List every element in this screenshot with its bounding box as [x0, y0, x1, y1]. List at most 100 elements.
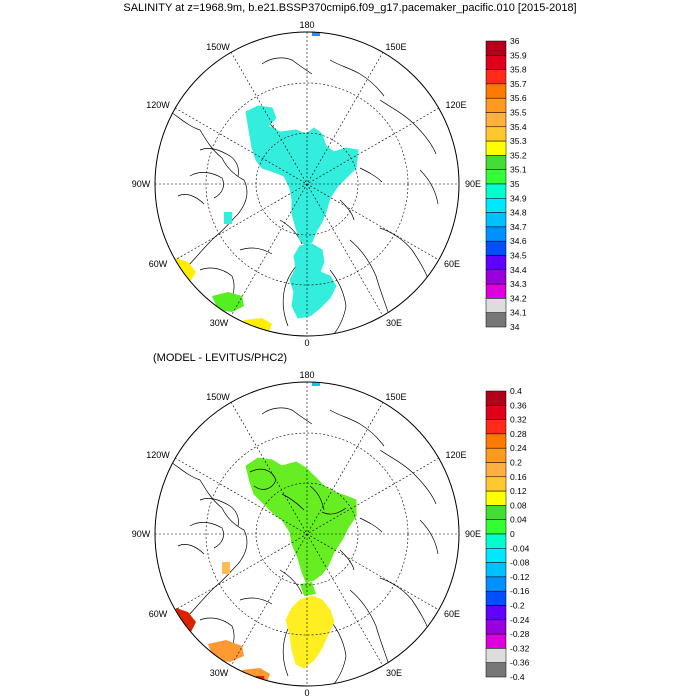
difference-colorbar-swatch	[485, 533, 507, 549]
difference-colorbar-tick-label: -0.32	[510, 643, 530, 653]
salinity-colorbar-swatch	[485, 240, 507, 256]
salinity-colorbar-tick-label: 35.5	[510, 108, 527, 118]
difference-colorbar-swatch	[485, 390, 507, 406]
difference-colorbar-tick-label: 0.32	[510, 415, 527, 425]
graticule	[155, 382, 459, 686]
lon-label-60w: 60W	[149, 259, 168, 269]
difference-colorbar-tick-label: -0.12	[510, 572, 530, 582]
small-orange-patch	[222, 562, 230, 574]
salinity-colorbar-tick-label: 34.3	[510, 279, 527, 289]
difference-colorbar-swatch	[485, 605, 507, 621]
difference-colorbar-swatch	[485, 590, 507, 606]
difference-colorbar-tick-label: 0.2	[510, 458, 522, 468]
difference-colorbar-swatch	[485, 619, 507, 635]
difference-colorbar-swatch	[485, 447, 507, 463]
salinity-colorbar-swatch	[485, 255, 507, 271]
difference-colorbar-tick-label: 0.28	[510, 429, 527, 439]
difference-colorbar-tick-label: -0.04	[510, 543, 530, 553]
difference-colorbar-swatch	[485, 562, 507, 578]
difference-colorbar-swatch	[485, 462, 507, 478]
salinity-colorbar-swatch	[485, 269, 507, 285]
graticule	[155, 32, 459, 336]
lon-label-120w: 120W	[146, 100, 170, 110]
salinity-colorbar-tick-label: 35.2	[510, 150, 527, 160]
salinity-colorbar-swatch	[485, 212, 507, 228]
salinity-colorbar-tick-label: 35.3	[510, 136, 527, 146]
difference-colorbar-swatch	[485, 405, 507, 420]
lon-label-120e: 120E	[445, 100, 466, 110]
difference-colorbar: 0.4 0.36 0.32 0.28 0.24 0.2 0.16 0.12 0.08 0.04 0 -…	[485, 386, 530, 682]
lon-label-180: 180	[299, 20, 314, 30]
salinity-colorbar-tick-label: 34.7	[510, 222, 527, 232]
salinity-colorbar-swatch	[485, 40, 507, 56]
salinity-colorbar-tick-label: 36	[510, 36, 520, 46]
salinity-colorbar-tick-label: 34.4	[510, 265, 527, 275]
difference-colorbar-tick-label: 0.16	[510, 472, 527, 482]
difference-colorbar-swatch	[485, 519, 507, 535]
salinity-colorbar-tick-label: 35.4	[510, 122, 527, 132]
salinity-colorbar-swatch	[485, 283, 507, 299]
difference-colorbar-tick-label: -0.36	[510, 658, 530, 668]
lon-label-0: 0	[304, 338, 309, 348]
salinity-colorbar-tick-label: 34.2	[510, 293, 527, 303]
difference-colorbar-swatch	[485, 419, 507, 435]
lon-label-60e: 60E	[444, 609, 460, 619]
yellow-patch-south	[242, 318, 272, 336]
salinity-colorbar-swatch	[485, 312, 507, 328]
coastlines	[167, 407, 439, 685]
salinity-colorbar-tick-label: 34.1	[510, 308, 527, 318]
lon-label-90w: 90W	[132, 179, 151, 189]
difference-colorbar-tick-label: -0.2	[510, 601, 525, 611]
atlantic-salinity-field	[289, 243, 337, 319]
lon-label-150e: 150E	[385, 392, 406, 402]
lon-label-150e: 150E	[385, 42, 406, 52]
salinity-colorbar-swatch	[485, 69, 507, 85]
difference-colorbar-swatch	[485, 490, 507, 506]
difference-colorbar-swatch	[485, 505, 507, 520]
blue-patch-top	[312, 32, 320, 36]
lon-label-30e: 30E	[386, 318, 402, 328]
map-boundary	[154, 31, 460, 337]
lon-label-150w: 150W	[206, 42, 230, 52]
difference-colorbar-swatch	[485, 648, 507, 663]
green-patch-greenland-sea	[212, 292, 244, 312]
difference-colorbar-tick-label: 0.4	[510, 386, 522, 396]
salinity-colorbar-swatch	[485, 298, 507, 313]
lon-label-150w: 150W	[206, 392, 230, 402]
difference-colorbar-tick-label: 0.12	[510, 486, 527, 496]
difference-colorbar-tick-label: 0	[510, 529, 515, 539]
difference-subtitle: (MODEL - LEVITUS/PHC2)	[153, 352, 288, 364]
red-patch-labrador	[172, 608, 196, 634]
difference-polar-map: 180 150W 150E 120W 120E 90W 90E 60W 60E …	[132, 370, 481, 698]
salinity-colorbar-swatch	[485, 169, 507, 185]
difference-colorbar-tick-label: -0.28	[510, 629, 530, 639]
lon-label-30w: 30W	[210, 668, 229, 678]
difference-colorbar-swatch	[485, 548, 507, 563]
salinity-colorbar-tick-label: 34.8	[510, 208, 527, 218]
lon-label-60w: 60W	[149, 609, 168, 619]
difference-colorbar-tick-label: 0.36	[510, 400, 527, 410]
salinity-colorbar-swatch	[485, 198, 507, 213]
lon-label-120w: 120W	[146, 450, 170, 460]
salinity-colorbar-swatch	[485, 55, 507, 70]
difference-colorbar-swatch	[485, 662, 507, 678]
salinity-colorbar-tick-label: 34.5	[510, 251, 527, 261]
lon-label-30w: 30W	[210, 318, 229, 328]
small-cyan-patch	[224, 212, 232, 224]
salinity-colorbar-swatch	[485, 155, 507, 170]
cyan-patch-top	[312, 382, 320, 386]
salinity-colorbar-tick-label: 34.9	[510, 193, 527, 203]
salinity-colorbar-tick-label: 34	[510, 322, 520, 332]
salinity-colorbar-swatch	[485, 126, 507, 142]
lon-label-60e: 60E	[444, 259, 460, 269]
lon-label-30e: 30E	[386, 668, 402, 678]
salinity-colorbar-swatch	[485, 83, 507, 99]
salinity-colorbar-tick-label: 34.6	[510, 236, 527, 246]
map-boundary	[154, 381, 460, 687]
figure-title: SALINITY at z=1968.9m, b.e21.BSSP370cmip…	[123, 2, 577, 14]
salinity-colorbar-tick-label: 35.7	[510, 79, 527, 89]
difference-colorbar-swatch	[485, 476, 507, 492]
lon-label-180: 180	[299, 370, 314, 380]
salinity-colorbar-swatch	[485, 183, 507, 199]
lon-label-120e: 120E	[445, 450, 466, 460]
